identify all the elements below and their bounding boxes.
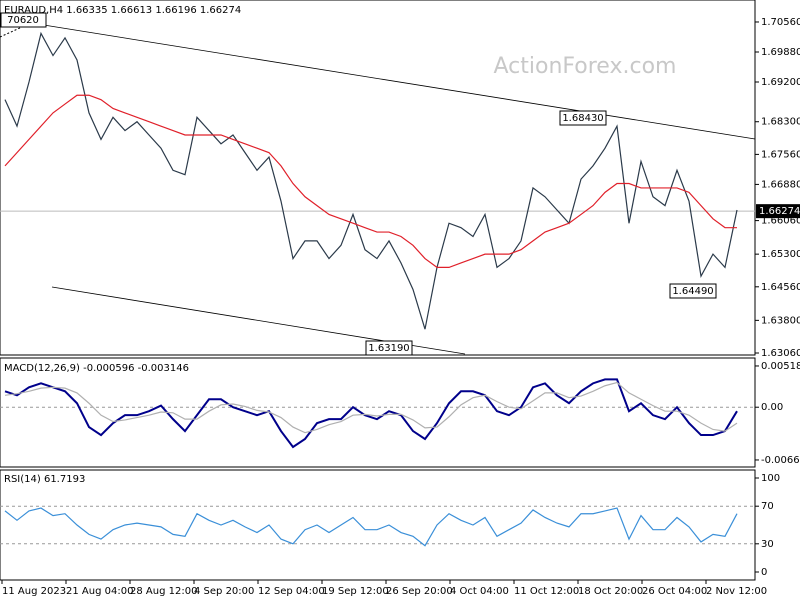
x-tick-label: 21 Aug 04:00: [66, 586, 133, 597]
y-tick-label: 1.70560: [761, 17, 800, 28]
x-tick-label: 26 Oct 04:00: [642, 586, 707, 597]
y-tick-label: 70: [761, 501, 774, 512]
trend-extension: [0, 26, 23, 38]
annotation-box: [365, 340, 413, 356]
rsi-panel: [0, 469, 756, 581]
chart-header: EURAUD,H4 1.66335 1.66613 1.66196 1.6627…: [4, 5, 241, 16]
y-tick-label: 1.66880: [761, 179, 800, 190]
current-price-box: [756, 204, 800, 219]
x-tick-label: 26 Sep 20:00: [386, 586, 453, 597]
x-tick-label: 11 Oct 12:00: [514, 586, 579, 597]
y-tick-label: 1.66060: [761, 216, 800, 227]
x-tick-label: 4 Oct 04:00: [450, 586, 509, 597]
y-tick-label: 1.68300: [761, 117, 800, 128]
y-tick-label: 1.69200: [761, 77, 800, 88]
y-tick-label: 1.63800: [761, 315, 800, 326]
annotation: 1.64490: [672, 286, 713, 297]
series-line: [4, 381, 738, 434]
y-tick-label: 1.63060: [761, 348, 800, 359]
series-line: [4, 94, 737, 268]
y-tick-label: 30: [761, 539, 774, 550]
x-tick-label: 18 Oct 20:00: [578, 586, 643, 597]
annotation-box: [0, 12, 47, 28]
y-tick-label: 1.64560: [761, 282, 800, 293]
y-tick-label: -0.006635: [761, 455, 800, 466]
y-tick-label: 1.65300: [761, 249, 800, 260]
y-tick-label: 100: [761, 473, 780, 484]
watermark: ActionForex.com: [494, 54, 677, 79]
annotation: 70620: [7, 15, 39, 26]
rsi-title: RSI(14) 61.7193: [4, 474, 85, 485]
macd-panel: [0, 357, 756, 468]
y-tick-label: 1.67560: [761, 149, 800, 160]
x-tick-label: 11 Aug 2023: [2, 586, 66, 597]
y-tick-label: 0.00: [761, 402, 783, 413]
annotation: 1.63190: [368, 343, 409, 354]
trend-channel-upper: [0, 17, 756, 140]
y-tick-label: 0: [761, 567, 767, 578]
x-tick-label: 28 Aug 12:00: [130, 586, 197, 597]
y-tick-label: 1.69880: [761, 47, 800, 58]
annotation-box: [559, 110, 607, 126]
x-tick-label: 19 Sep 12:00: [322, 586, 389, 597]
current-price-label: 1.66274: [759, 206, 800, 217]
x-tick-label: 12 Sep 04:00: [258, 586, 325, 597]
macd-title: MACD(12,26,9) -0.000596 -0.003146: [4, 363, 189, 374]
annotation: 1.68430: [562, 113, 603, 124]
series-line: [4, 31, 738, 330]
annotation-box: [669, 283, 717, 299]
annotations: 70620 1.68430 1.63190 1.64490: [0, 12, 717, 356]
y-tick-label: 0.005188: [761, 361, 800, 372]
x-tick-label: 4 Sep 20:00: [194, 586, 254, 597]
x-tick-label: 2 Nov 12:00: [706, 586, 767, 597]
series-line: [4, 507, 738, 547]
series-line: [4, 378, 738, 449]
